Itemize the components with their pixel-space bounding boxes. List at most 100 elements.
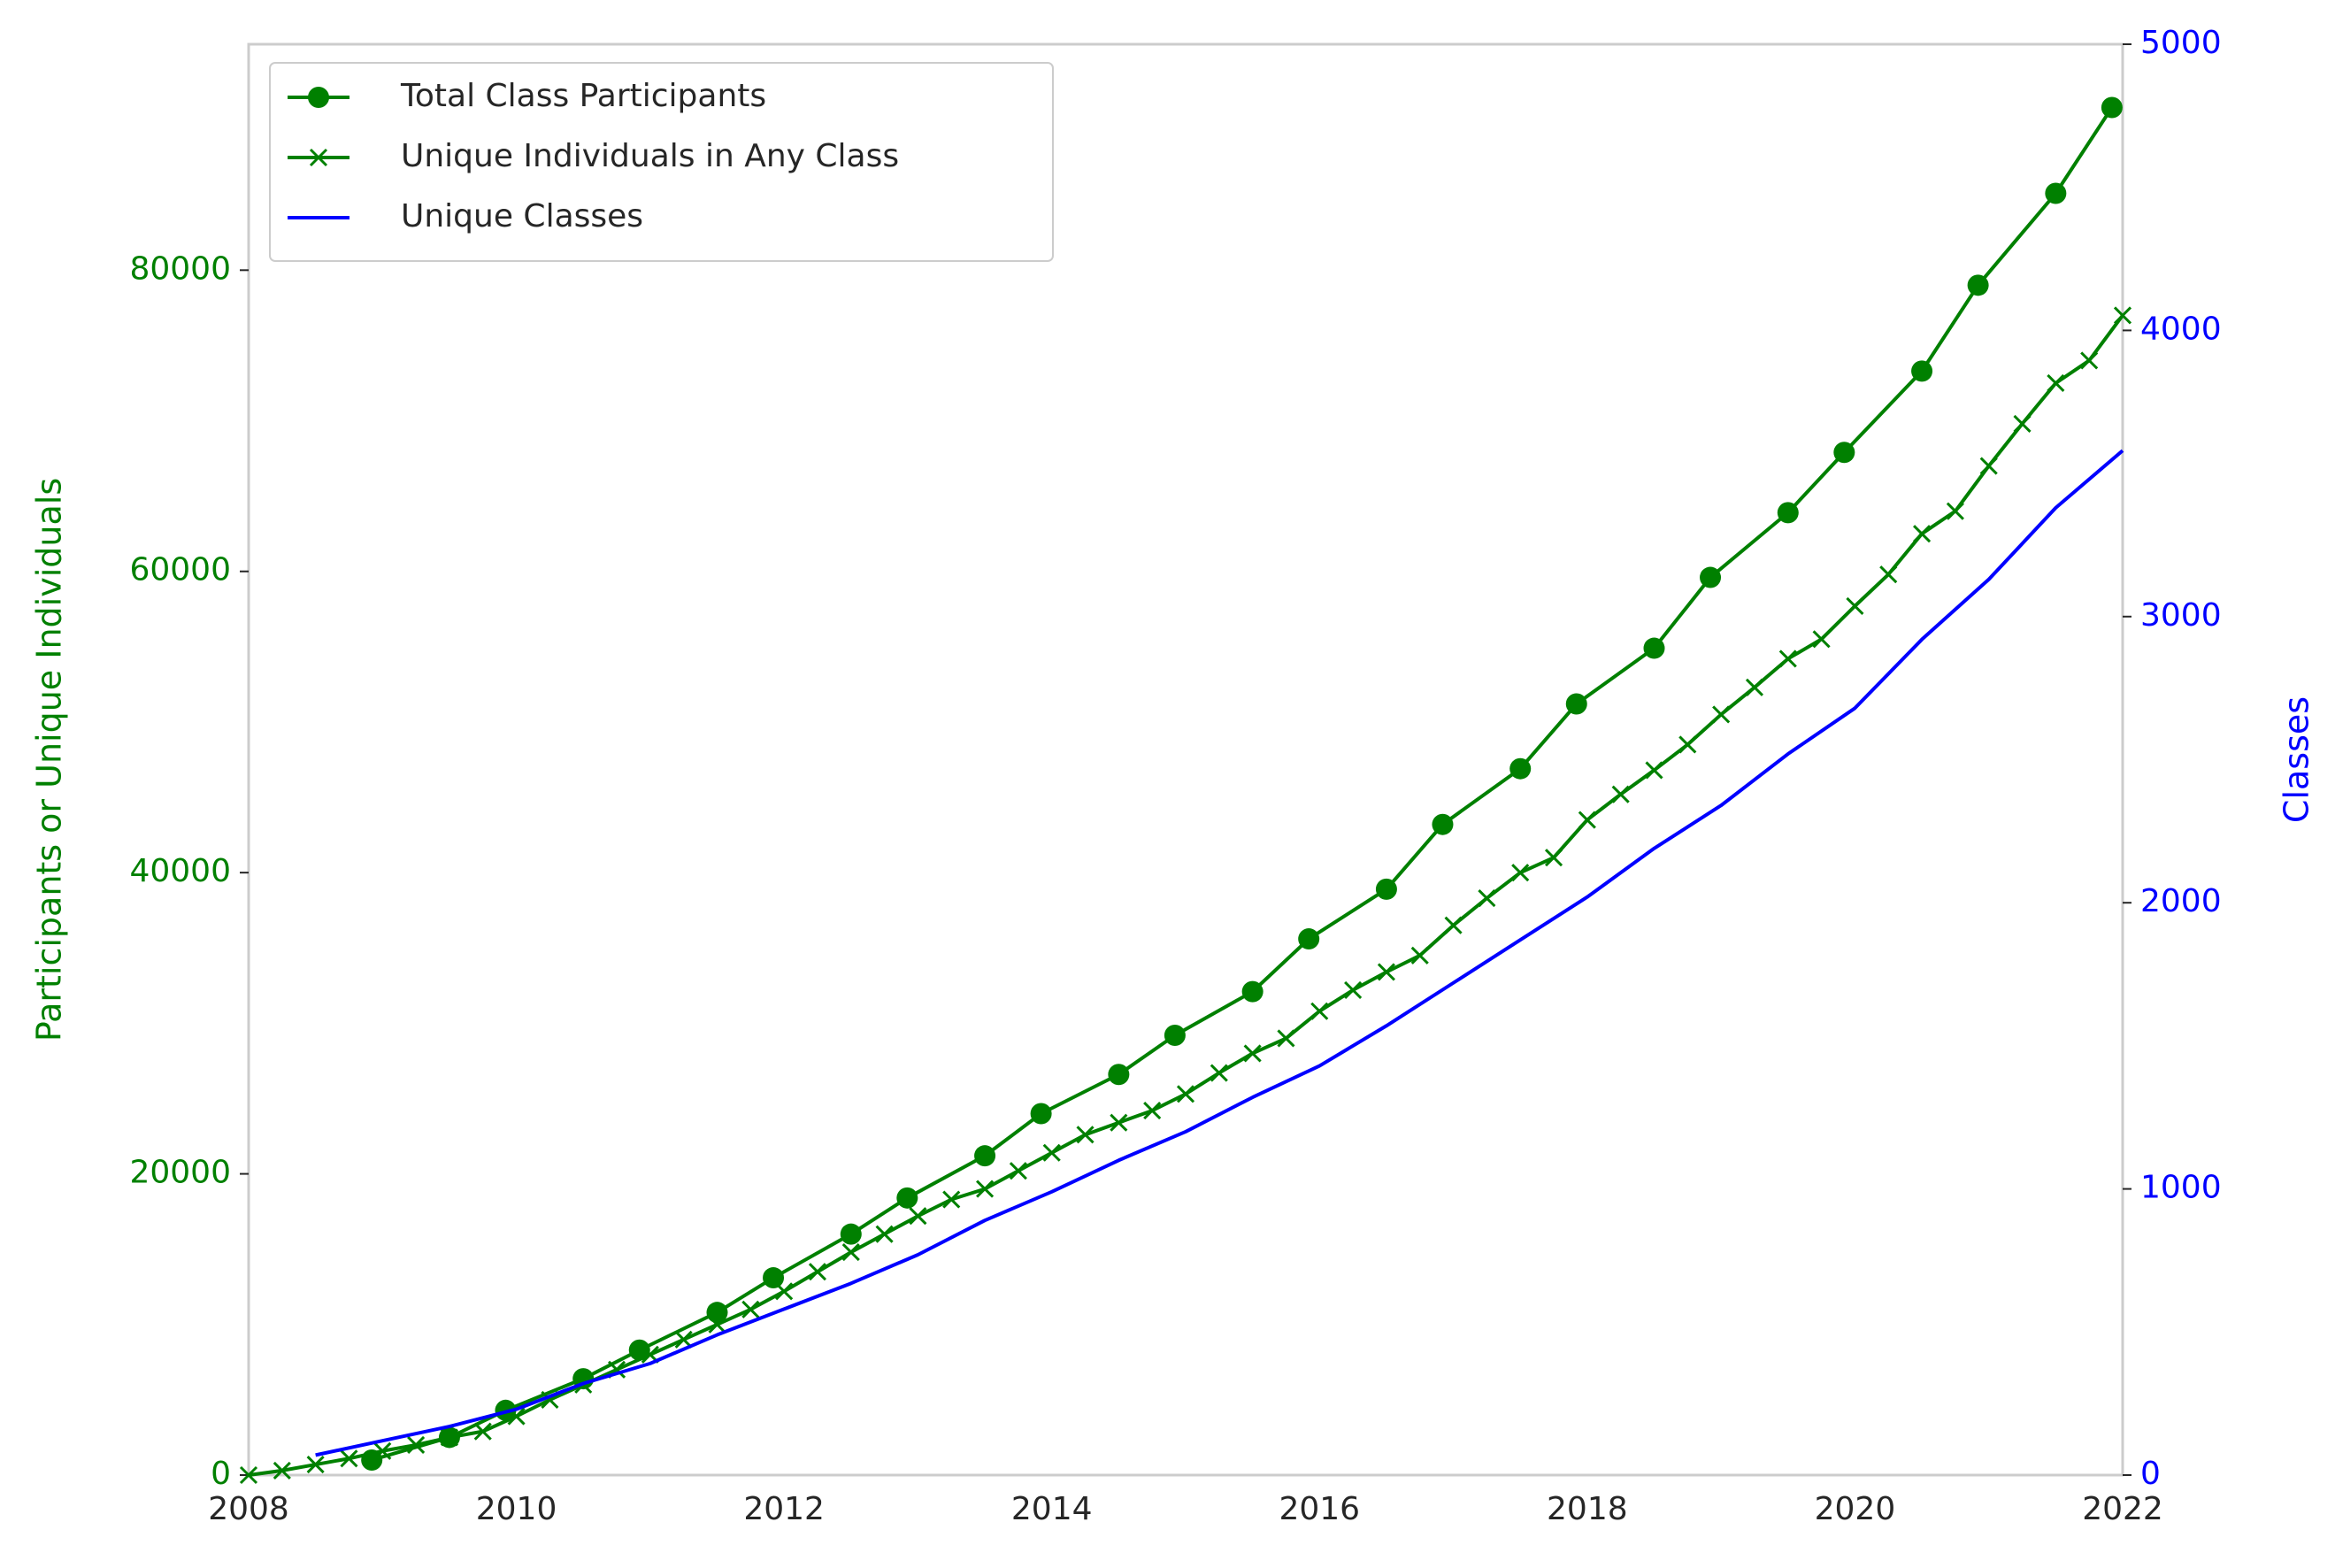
point [1565,693,1587,715]
point [1911,360,1933,382]
x-tick-label: 2016 [1279,1491,1360,1527]
point [1967,274,1989,296]
point [1946,502,1964,520]
point [1241,980,1264,1003]
point [741,1300,760,1318]
point [440,1428,458,1447]
point [1979,457,1998,475]
point [840,1223,862,1245]
point [1611,785,1630,803]
y2-axis-label: Classes [2277,696,2316,823]
plot-frame [247,42,2124,1477]
point [875,1225,894,1243]
point [1777,502,1799,524]
point [1042,1143,1061,1162]
point [1833,442,1855,464]
point [2101,96,2123,119]
point [1377,963,1395,981]
point [896,1187,918,1209]
point [974,1145,996,1167]
point [1410,946,1429,965]
y2-tick-label: 2000 [2140,883,2222,919]
point [2047,373,2065,393]
point [1846,596,1864,615]
point [1745,678,1764,696]
x-tick-label: 2020 [1815,1491,1896,1527]
point [1812,630,1831,649]
x-tick-label: 2010 [476,1491,557,1527]
legend-label: Unique Classes [401,198,643,234]
point [1913,525,1932,543]
x-tick-label: 2018 [1547,1491,1628,1527]
point [1375,878,1397,900]
point [1578,811,1596,829]
y-tick-label: 20000 [129,1155,231,1191]
point [473,1422,492,1441]
y-tick-label: 80000 [129,250,231,287]
point [1509,757,1532,780]
y-axis-label: Participants or Unique Individuals [30,478,69,1041]
point [708,1315,726,1334]
series [315,449,2124,1457]
point [1678,735,1697,754]
point [340,1449,358,1468]
legend: Total Class Participants Unique Individua… [269,62,1054,262]
y2-tick-label: 4000 [2140,311,2222,347]
point [1176,1085,1195,1103]
x-tick-label: 2008 [208,1491,289,1527]
y2-tick-label: 1000 [2140,1170,2222,1206]
point [2045,182,2067,204]
x-tick-label: 2012 [743,1491,825,1527]
y2-tick-label: 5000 [2140,25,2222,61]
point [407,1435,426,1455]
legend-label: Total Class Participants [400,78,766,114]
point [976,1180,995,1198]
y2-tick-label: 3000 [2140,597,2222,634]
point [373,1441,392,1460]
point [239,1465,258,1485]
point [808,1263,827,1281]
point [306,1456,325,1474]
point [1310,1002,1329,1020]
point [1108,1064,1130,1086]
point [1778,649,1797,668]
x-tick-label: 2014 [1011,1491,1093,1527]
point [1879,565,1898,584]
legend-box [269,62,1054,262]
point [1164,1024,1186,1046]
point [1344,980,1363,999]
y-tick-label: 60000 [129,552,231,588]
point [273,1461,291,1480]
point [942,1190,961,1209]
point [909,1207,927,1226]
point [2013,414,2032,433]
point [775,1282,794,1301]
point [763,1267,785,1289]
point [2113,306,2132,325]
legend-marker [309,148,328,167]
point [1298,928,1320,950]
y-tick-label: 40000 [129,853,231,889]
legend-label: Unique Individuals in Any Class [401,138,899,174]
point [1143,1102,1162,1120]
y-tick-label: 0 [211,1456,231,1492]
point [1110,1113,1128,1132]
point [1277,1029,1295,1048]
point [1076,1126,1095,1144]
point [1444,916,1463,934]
point [1478,889,1496,908]
point [1645,761,1663,780]
point [1243,1044,1262,1063]
point [1432,813,1454,835]
point [1210,1064,1228,1082]
point [1030,1103,1052,1125]
point [2080,351,2099,370]
point [1511,864,1530,882]
x-tick-label: 2022 [2082,1491,2163,1527]
series [239,306,2132,1485]
point [1712,705,1731,724]
point [674,1330,693,1349]
point [1009,1162,1027,1180]
